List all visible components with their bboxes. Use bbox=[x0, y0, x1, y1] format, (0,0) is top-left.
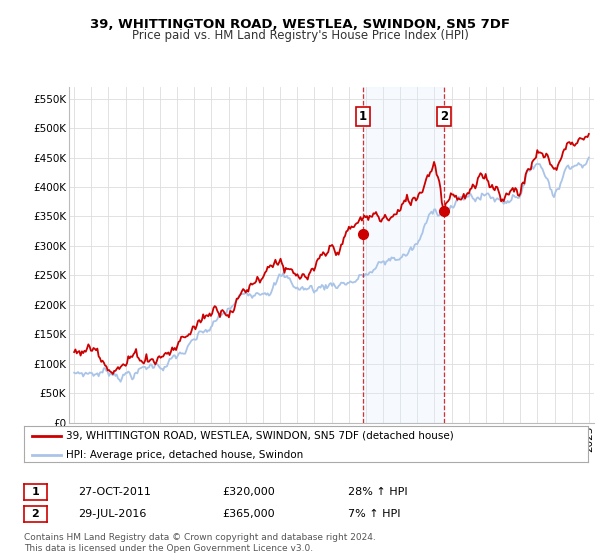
Text: 39, WHITTINGTON ROAD, WESTLEA, SWINDON, SN5 7DF: 39, WHITTINGTON ROAD, WESTLEA, SWINDON, … bbox=[90, 18, 510, 31]
Text: 27-OCT-2011: 27-OCT-2011 bbox=[78, 487, 151, 497]
Bar bbox=[363, 87, 444, 423]
Text: HPI: Average price, detached house, Swindon: HPI: Average price, detached house, Swin… bbox=[66, 450, 304, 460]
Text: 2: 2 bbox=[32, 509, 39, 519]
Text: 1: 1 bbox=[32, 487, 39, 497]
Text: Price paid vs. HM Land Registry's House Price Index (HPI): Price paid vs. HM Land Registry's House … bbox=[131, 29, 469, 42]
Text: 2: 2 bbox=[440, 110, 448, 123]
Text: £365,000: £365,000 bbox=[222, 509, 275, 519]
Text: 28% ↑ HPI: 28% ↑ HPI bbox=[348, 487, 407, 497]
Text: Contains HM Land Registry data © Crown copyright and database right 2024.
This d: Contains HM Land Registry data © Crown c… bbox=[24, 533, 376, 553]
Text: 1: 1 bbox=[359, 110, 367, 123]
Text: 29-JUL-2016: 29-JUL-2016 bbox=[78, 509, 146, 519]
Text: £320,000: £320,000 bbox=[222, 487, 275, 497]
Text: 7% ↑ HPI: 7% ↑ HPI bbox=[348, 509, 401, 519]
Text: 39, WHITTINGTON ROAD, WESTLEA, SWINDON, SN5 7DF (detached house): 39, WHITTINGTON ROAD, WESTLEA, SWINDON, … bbox=[66, 431, 454, 441]
